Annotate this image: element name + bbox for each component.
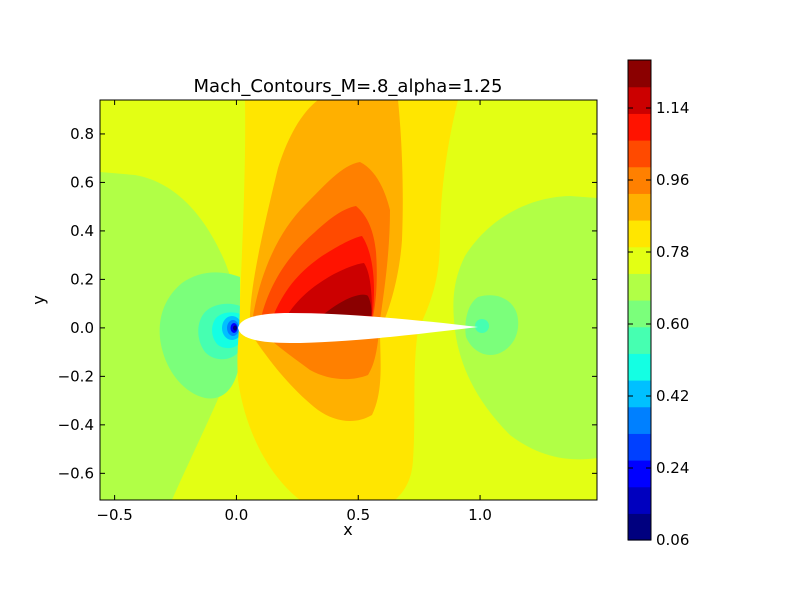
plot-frame — [99, 99, 598, 501]
x-tick-label: 0.5 — [346, 506, 370, 524]
colorbar-segment — [628, 140, 651, 168]
region-right-lobe — [453, 196, 597, 460]
region-le-blue-4 — [233, 325, 237, 331]
x-axis-label: x — [343, 520, 352, 539]
colorbar-segment — [628, 193, 651, 221]
colorbar-tick-label: 0.24 — [656, 459, 689, 477]
x-tick-label: 0.0 — [225, 506, 249, 524]
y-tick-label: −0.2 — [58, 367, 94, 385]
colorbar-tick-label: 0.96 — [656, 171, 689, 189]
colorbar-ticks: 0.06 0.24 0.42 0.60 0.78 0.96 1.14 — [628, 99, 689, 549]
y-tick-label: 0.2 — [70, 270, 94, 288]
colorbar-frame — [627, 59, 652, 541]
colorbar-tick-label: 0.06 — [656, 531, 689, 549]
colorbar-segment — [628, 406, 651, 434]
colorbar — [628, 60, 651, 541]
y-tick-label: −0.4 — [58, 416, 94, 434]
x-tick-label: 1.0 — [468, 506, 492, 524]
region-te-cyan — [475, 319, 489, 333]
y-tick-label: 0.6 — [70, 173, 94, 191]
colorbar-segment — [628, 273, 651, 301]
colorbar-segment — [628, 380, 651, 408]
colorbar-segment — [628, 513, 651, 541]
colorbar-tick-label: 0.78 — [656, 243, 689, 261]
chart-title: Mach_Contours_M=.8_alpha=1.25 — [194, 76, 503, 97]
y-axis-ticks: −0.6 −0.4 −0.2 0.0 0.2 0.4 0.6 0.8 — [58, 125, 597, 482]
colorbar-tick-label: 0.42 — [656, 387, 689, 405]
colorbar-segment — [628, 86, 651, 114]
y-tick-label: 0.8 — [70, 125, 94, 143]
y-axis-label: y — [29, 295, 48, 304]
x-axis-ticks: −0.5 0.0 0.5 1.0 — [96, 100, 492, 524]
y-tick-label: 0.4 — [70, 222, 94, 240]
colorbar-segment — [628, 433, 651, 461]
colorbar-segment — [628, 113, 651, 141]
plot-area — [100, 100, 597, 500]
colorbar-segment — [628, 300, 651, 328]
x-tick-label: −0.5 — [96, 506, 132, 524]
colorbar-tick-label: 1.14 — [656, 99, 689, 117]
airfoil — [238, 313, 478, 343]
colorbar-segment — [628, 353, 651, 381]
colorbar-segment — [628, 246, 651, 274]
colorbar-tick-label: 0.60 — [656, 315, 689, 333]
colorbar-segment — [628, 60, 651, 88]
y-tick-label: 0.0 — [70, 319, 94, 337]
region-te-green — [465, 295, 519, 356]
colorbar-segment — [628, 460, 651, 488]
region-band-red-4 — [324, 294, 372, 316]
colorbar-segment — [628, 326, 651, 354]
colorbar-segment — [628, 220, 651, 248]
colorbar-segment — [628, 166, 651, 194]
colorbar-segment — [628, 486, 651, 514]
y-tick-label: −0.6 — [58, 464, 94, 482]
